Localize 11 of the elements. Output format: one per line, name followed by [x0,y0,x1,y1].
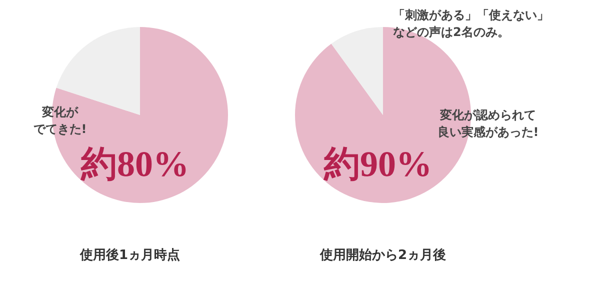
data-label: 約80% [80,144,189,184]
text: 使用開始から2ヵ月後 [319,247,446,263]
text: 変化が [41,105,79,119]
text: 使用後1ヵ月時点 [79,247,180,263]
text: 「刺激がある」「使えない」 [393,8,549,22]
text: 変化が認められて [439,108,536,122]
text: 良い実感があった! [437,125,539,139]
pie-slice [331,27,383,115]
data-label: 約90% [323,144,432,184]
text: でてきた! [33,122,87,136]
text: などの声は2名のみ。 [393,25,510,39]
